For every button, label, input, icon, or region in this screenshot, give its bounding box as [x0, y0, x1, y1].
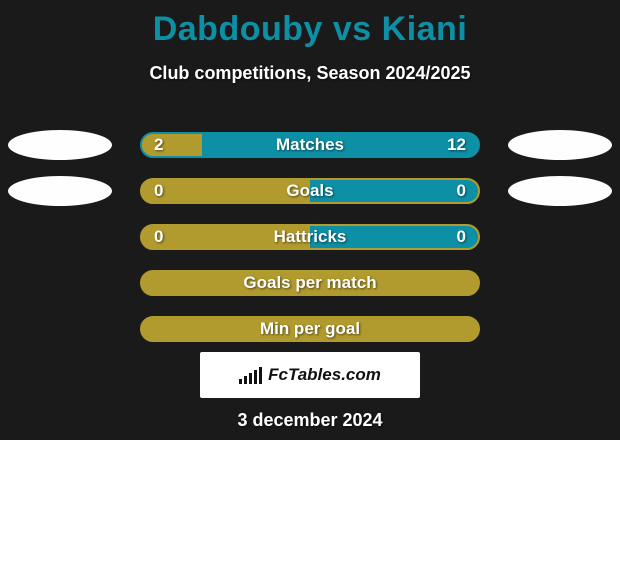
stat-bar-left-fill: [142, 134, 202, 156]
stat-row: 00Goals: [0, 168, 620, 214]
logo-text: FcTables.com: [268, 365, 381, 385]
logo-bar-segment: [259, 367, 262, 384]
stat-bar: 00Goals: [140, 178, 480, 204]
stat-row: 212Matches: [0, 122, 620, 168]
comparison-widget: Dabdouby vs Kiani Club competitions, Sea…: [0, 0, 620, 580]
stat-bar: 212Matches: [140, 132, 480, 158]
subtitle: Club competitions, Season 2024/2025: [0, 63, 620, 84]
stats-container: 212Matches 00Goals 00Hattricks Goals per ma…: [0, 122, 620, 352]
fctables-logo: FcTables.com: [239, 365, 381, 385]
page-title: Dabdouby vs Kiani: [0, 10, 620, 49]
panel: Dabdouby vs Kiani Club competitions, Sea…: [0, 0, 620, 440]
stat-bar-right-fill: [310, 226, 478, 248]
stat-bar: 00Hattricks: [140, 224, 480, 250]
stat-bar: Goals per match: [140, 270, 480, 296]
player-b-badge: [508, 130, 612, 160]
stat-bar: Min per goal: [140, 316, 480, 342]
date-line: 3 december 2024: [0, 410, 620, 431]
logo-bar-segment: [249, 373, 252, 384]
logo-bar-segment: [254, 370, 257, 384]
stat-bar-left-fill: [142, 226, 310, 248]
stat-row: Goals per match: [0, 260, 620, 306]
player-a-badge: [8, 176, 112, 206]
stat-bar-left-fill: [142, 318, 478, 340]
logo-bars-icon: [239, 366, 262, 384]
fctables-logo-link[interactable]: FcTables.com: [200, 352, 420, 398]
logo-bar-segment: [239, 379, 242, 384]
stat-bar-right-fill: [310, 180, 478, 202]
stat-bar-right-fill: [202, 134, 478, 156]
player-b-badge: [508, 176, 612, 206]
stat-row: 00Hattricks: [0, 214, 620, 260]
stat-bar-left-fill: [142, 272, 478, 294]
stat-bar-left-fill: [142, 180, 310, 202]
logo-bar-segment: [244, 376, 247, 384]
player-a-badge: [8, 130, 112, 160]
stat-row: Min per goal: [0, 306, 620, 352]
